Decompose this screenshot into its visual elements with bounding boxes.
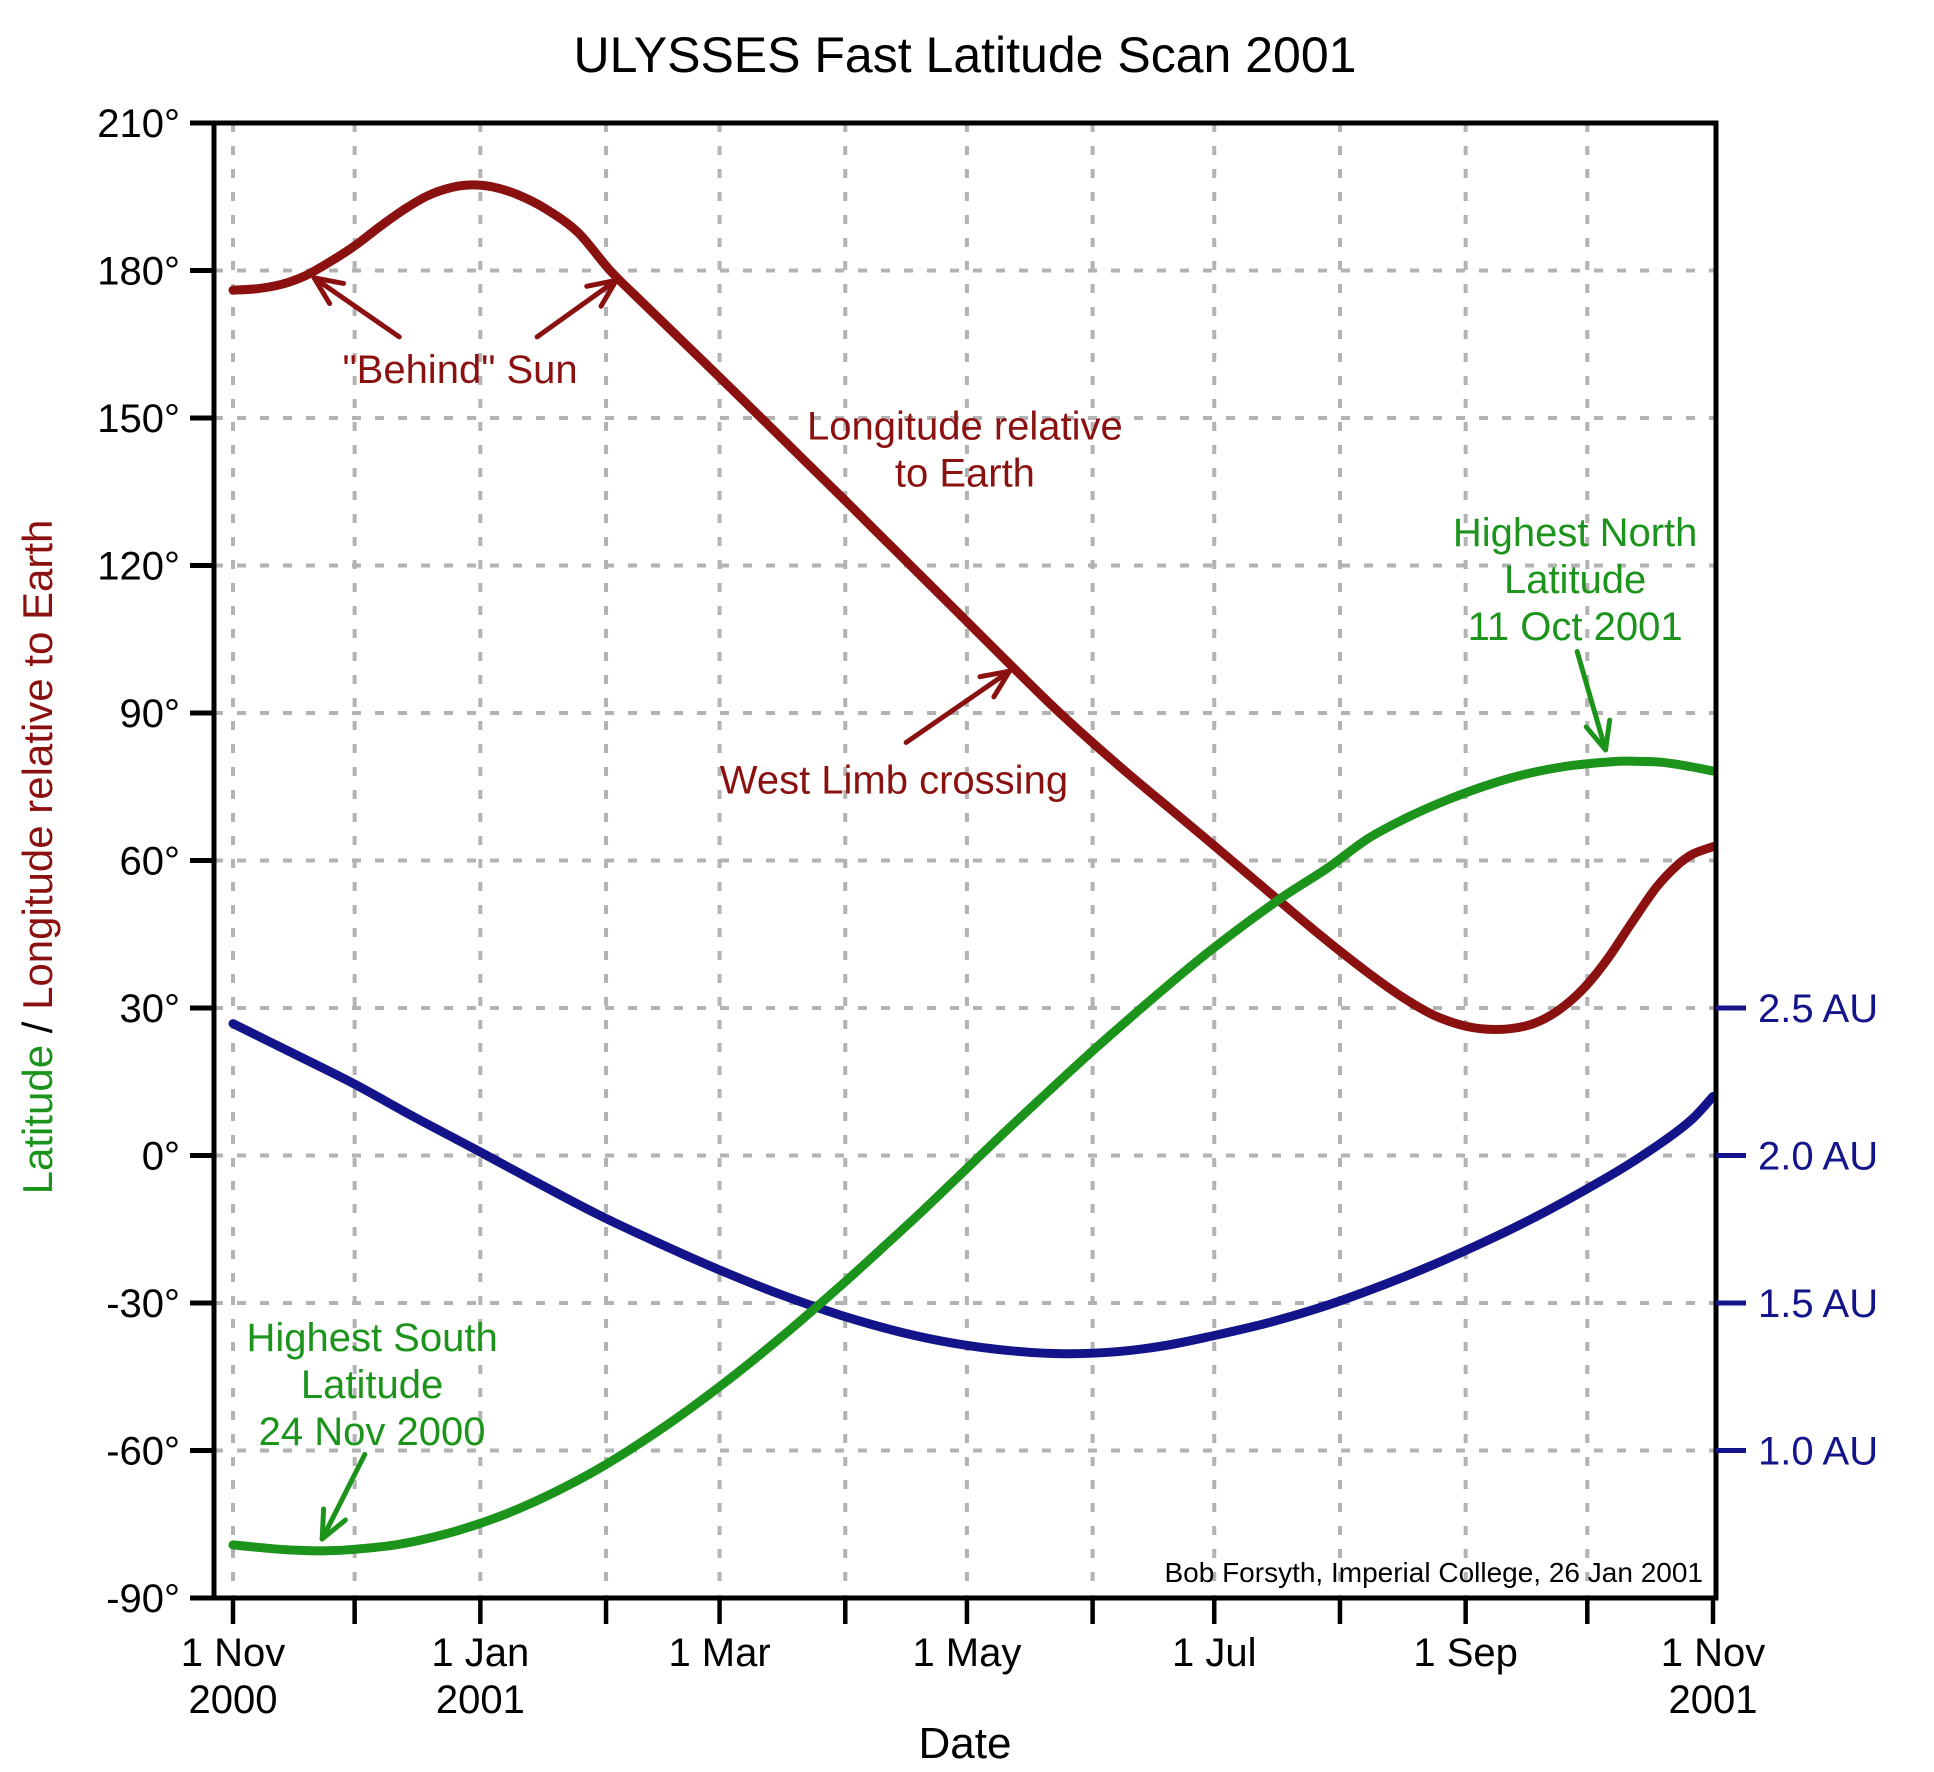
annotation-behind_sun-text: "Behind" Sun	[342, 348, 577, 392]
x-tick-label: 1 Jul	[1172, 1631, 1257, 1675]
x-tick-label-year: 2000	[189, 1678, 278, 1722]
y-left-tick-label: 60°	[120, 840, 181, 884]
y-left-tick-label: -60°	[106, 1430, 180, 1474]
annotation-west_limb-arrow-head	[991, 668, 1012, 700]
y-left-tick-label: 0°	[142, 1135, 180, 1179]
y-axis-title-separator: /	[14, 1010, 61, 1045]
y-left-tick-label: 180°	[97, 250, 180, 294]
annotation-behind_sun-arrow-head	[311, 275, 347, 286]
annotation-highest_north-arrow-head	[1583, 724, 1609, 753]
annotation-behind_sun-arrow-head	[598, 277, 619, 309]
annotation-behind_sun: "Behind" Sun	[311, 275, 619, 392]
y-left-tick-label: 210°	[97, 102, 180, 146]
annotation-behind_sun-arrow-head	[311, 275, 333, 307]
annotation-highest_south-text: Highest South	[246, 1316, 497, 1360]
curve-distance-from-sun	[228, 1019, 1718, 1359]
y-left-tick-label: 150°	[97, 397, 180, 441]
annotation-highest_south-arrow-head	[319, 1506, 327, 1542]
annotation-behind_sun-arrow-head	[584, 277, 619, 289]
x-tick-label: 1 Mar	[668, 1631, 770, 1675]
y-axis-title-latitude: Latitude	[14, 1045, 61, 1194]
y-left-tick-label: 120°	[97, 545, 180, 589]
annotation-highest_north-text: Highest North	[1453, 511, 1698, 555]
y-right-tick-label: 2.5 AU	[1758, 987, 1878, 1031]
y-right-tick-label: 1.5 AU	[1758, 1282, 1878, 1326]
annotation-highest_north-arrow-shaft	[1574, 649, 1609, 753]
annotation-west_limb-arrow-shaft	[903, 668, 1012, 745]
annotation-highest_south-text: Latitude	[301, 1363, 443, 1407]
annotation-longitude_label-text: Longitude relative	[807, 404, 1123, 448]
y-axis-title: Latitude / Longitude relative to Earth	[14, 520, 61, 1195]
y-axis-title-longitude: Longitude relative to Earth	[14, 520, 61, 1010]
x-tick-label: 1 May	[912, 1631, 1021, 1675]
annotation-highest_north-text: 11 Oct 2001	[1468, 605, 1683, 649]
annotation-behind_sun-arrow-shaft	[311, 275, 402, 340]
x-tick-label-year: 2001	[436, 1678, 525, 1722]
chart-title: ULYSSES Fast Latitude Scan 2001	[574, 27, 1357, 83]
x-tick-label: 1 Jan	[431, 1631, 529, 1675]
curve-heliographic-latitude	[228, 756, 1718, 1556]
x-tick-label: 1 Nov	[1661, 1631, 1766, 1675]
annotation-west_limb-arrow-head	[977, 668, 1012, 680]
y-left-tick-label: 30°	[120, 987, 181, 1031]
annotation-west_limb: West Limb crossing	[720, 668, 1068, 802]
y-right-tick-label: 2.0 AU	[1758, 1135, 1878, 1179]
annotation-longitude_label-text: to Earth	[895, 451, 1035, 495]
tick-layer	[190, 120, 1746, 1624]
annotation-highest_north-text: Latitude	[1504, 558, 1646, 602]
curve-layer	[228, 180, 1718, 1556]
y-left-tick-label: -90°	[106, 1577, 180, 1621]
y-left-tick-label: 90°	[120, 692, 181, 736]
x-tick-label: 1 Nov	[181, 1631, 286, 1675]
annotation-highest_south-text: 24 Nov 2000	[259, 1410, 486, 1454]
annotation-highest_south-arrow-shaft	[319, 1451, 368, 1542]
annotation-highest_south-arrow-head	[319, 1517, 348, 1542]
x-tick-label: 1 Sep	[1413, 1631, 1518, 1675]
y-right-tick-label: 1.0 AU	[1758, 1430, 1878, 1474]
annotation-highest_north-arrow-head	[1603, 717, 1613, 753]
curve-longitude-relative-to-earth	[228, 180, 1718, 1034]
annotation-west_limb-text: West Limb crossing	[720, 758, 1068, 802]
x-axis-title: Date	[919, 1719, 1012, 1768]
tick-label-layer: 210° 180° 150° 120° 90° 60° 30° 0° -30° -60° -90° 2…	[97, 102, 1878, 1722]
y-left-tick-label: -30°	[106, 1282, 180, 1326]
x-tick-label-year: 2001	[1669, 1678, 1758, 1722]
annotation-behind_sun-arrow-shaft	[534, 277, 619, 340]
credit-text: Bob Forsyth, Imperial College, 26 Jan 20…	[1164, 1557, 1703, 1588]
